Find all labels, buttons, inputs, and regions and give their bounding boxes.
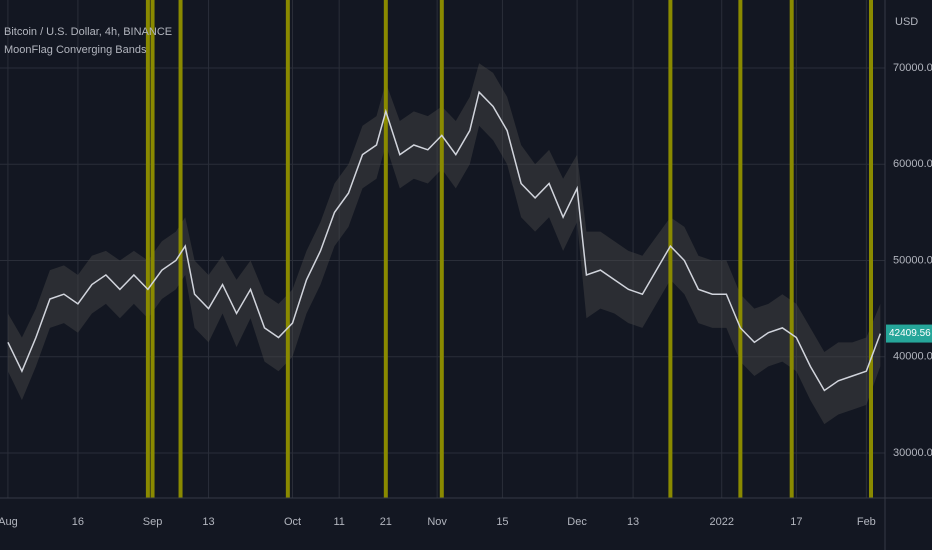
x-tick-label: Nov <box>427 516 447 528</box>
x-tick-label: 15 <box>496 516 508 528</box>
y-unit: USD <box>895 16 918 28</box>
highlight-line <box>668 0 673 498</box>
y-tick-label: 50000.00 <box>893 254 932 266</box>
highlight-line <box>869 0 874 498</box>
x-tick-label: 13 <box>202 516 214 528</box>
x-tick-label: Sep <box>143 516 163 528</box>
x-tick-label: 16 <box>72 516 84 528</box>
x-tick-label: 11 <box>333 516 344 528</box>
highlight-line <box>178 0 183 498</box>
x-tick-label: 13 <box>627 516 639 528</box>
chart-title: Bitcoin / U.S. Dollar, 4h, BINANCE <box>4 26 172 38</box>
last-price-label: 42409.56 <box>889 328 931 339</box>
y-tick-label: 60000.00 <box>893 158 932 170</box>
x-tick-label: 2022 <box>709 516 733 528</box>
highlight-line <box>150 0 155 498</box>
plot <box>0 0 885 498</box>
chart-subtitle: MoonFlag Converging Bands <box>4 44 147 56</box>
x-tick-label: Feb <box>857 516 876 528</box>
x-tick-label: Aug <box>0 516 18 528</box>
highlight-line <box>145 0 150 498</box>
highlight-line <box>789 0 794 498</box>
highlight-line <box>738 0 743 498</box>
last-price-box <box>886 324 932 343</box>
highlight-line <box>285 0 290 498</box>
highlight-line <box>439 0 444 498</box>
highlight-line <box>383 0 388 498</box>
x-tick-label: Dec <box>567 516 587 528</box>
x-tick-label: Oct <box>284 516 301 528</box>
y-tick-label: 40000.00 <box>893 351 932 363</box>
y-tick-label: 70000.00 <box>893 62 932 74</box>
price-line <box>7 90 882 392</box>
y-tick-label: 30000.00 <box>893 447 932 459</box>
x-tick-label: 21 <box>380 516 392 528</box>
x-tick-label: 17 <box>790 516 802 528</box>
